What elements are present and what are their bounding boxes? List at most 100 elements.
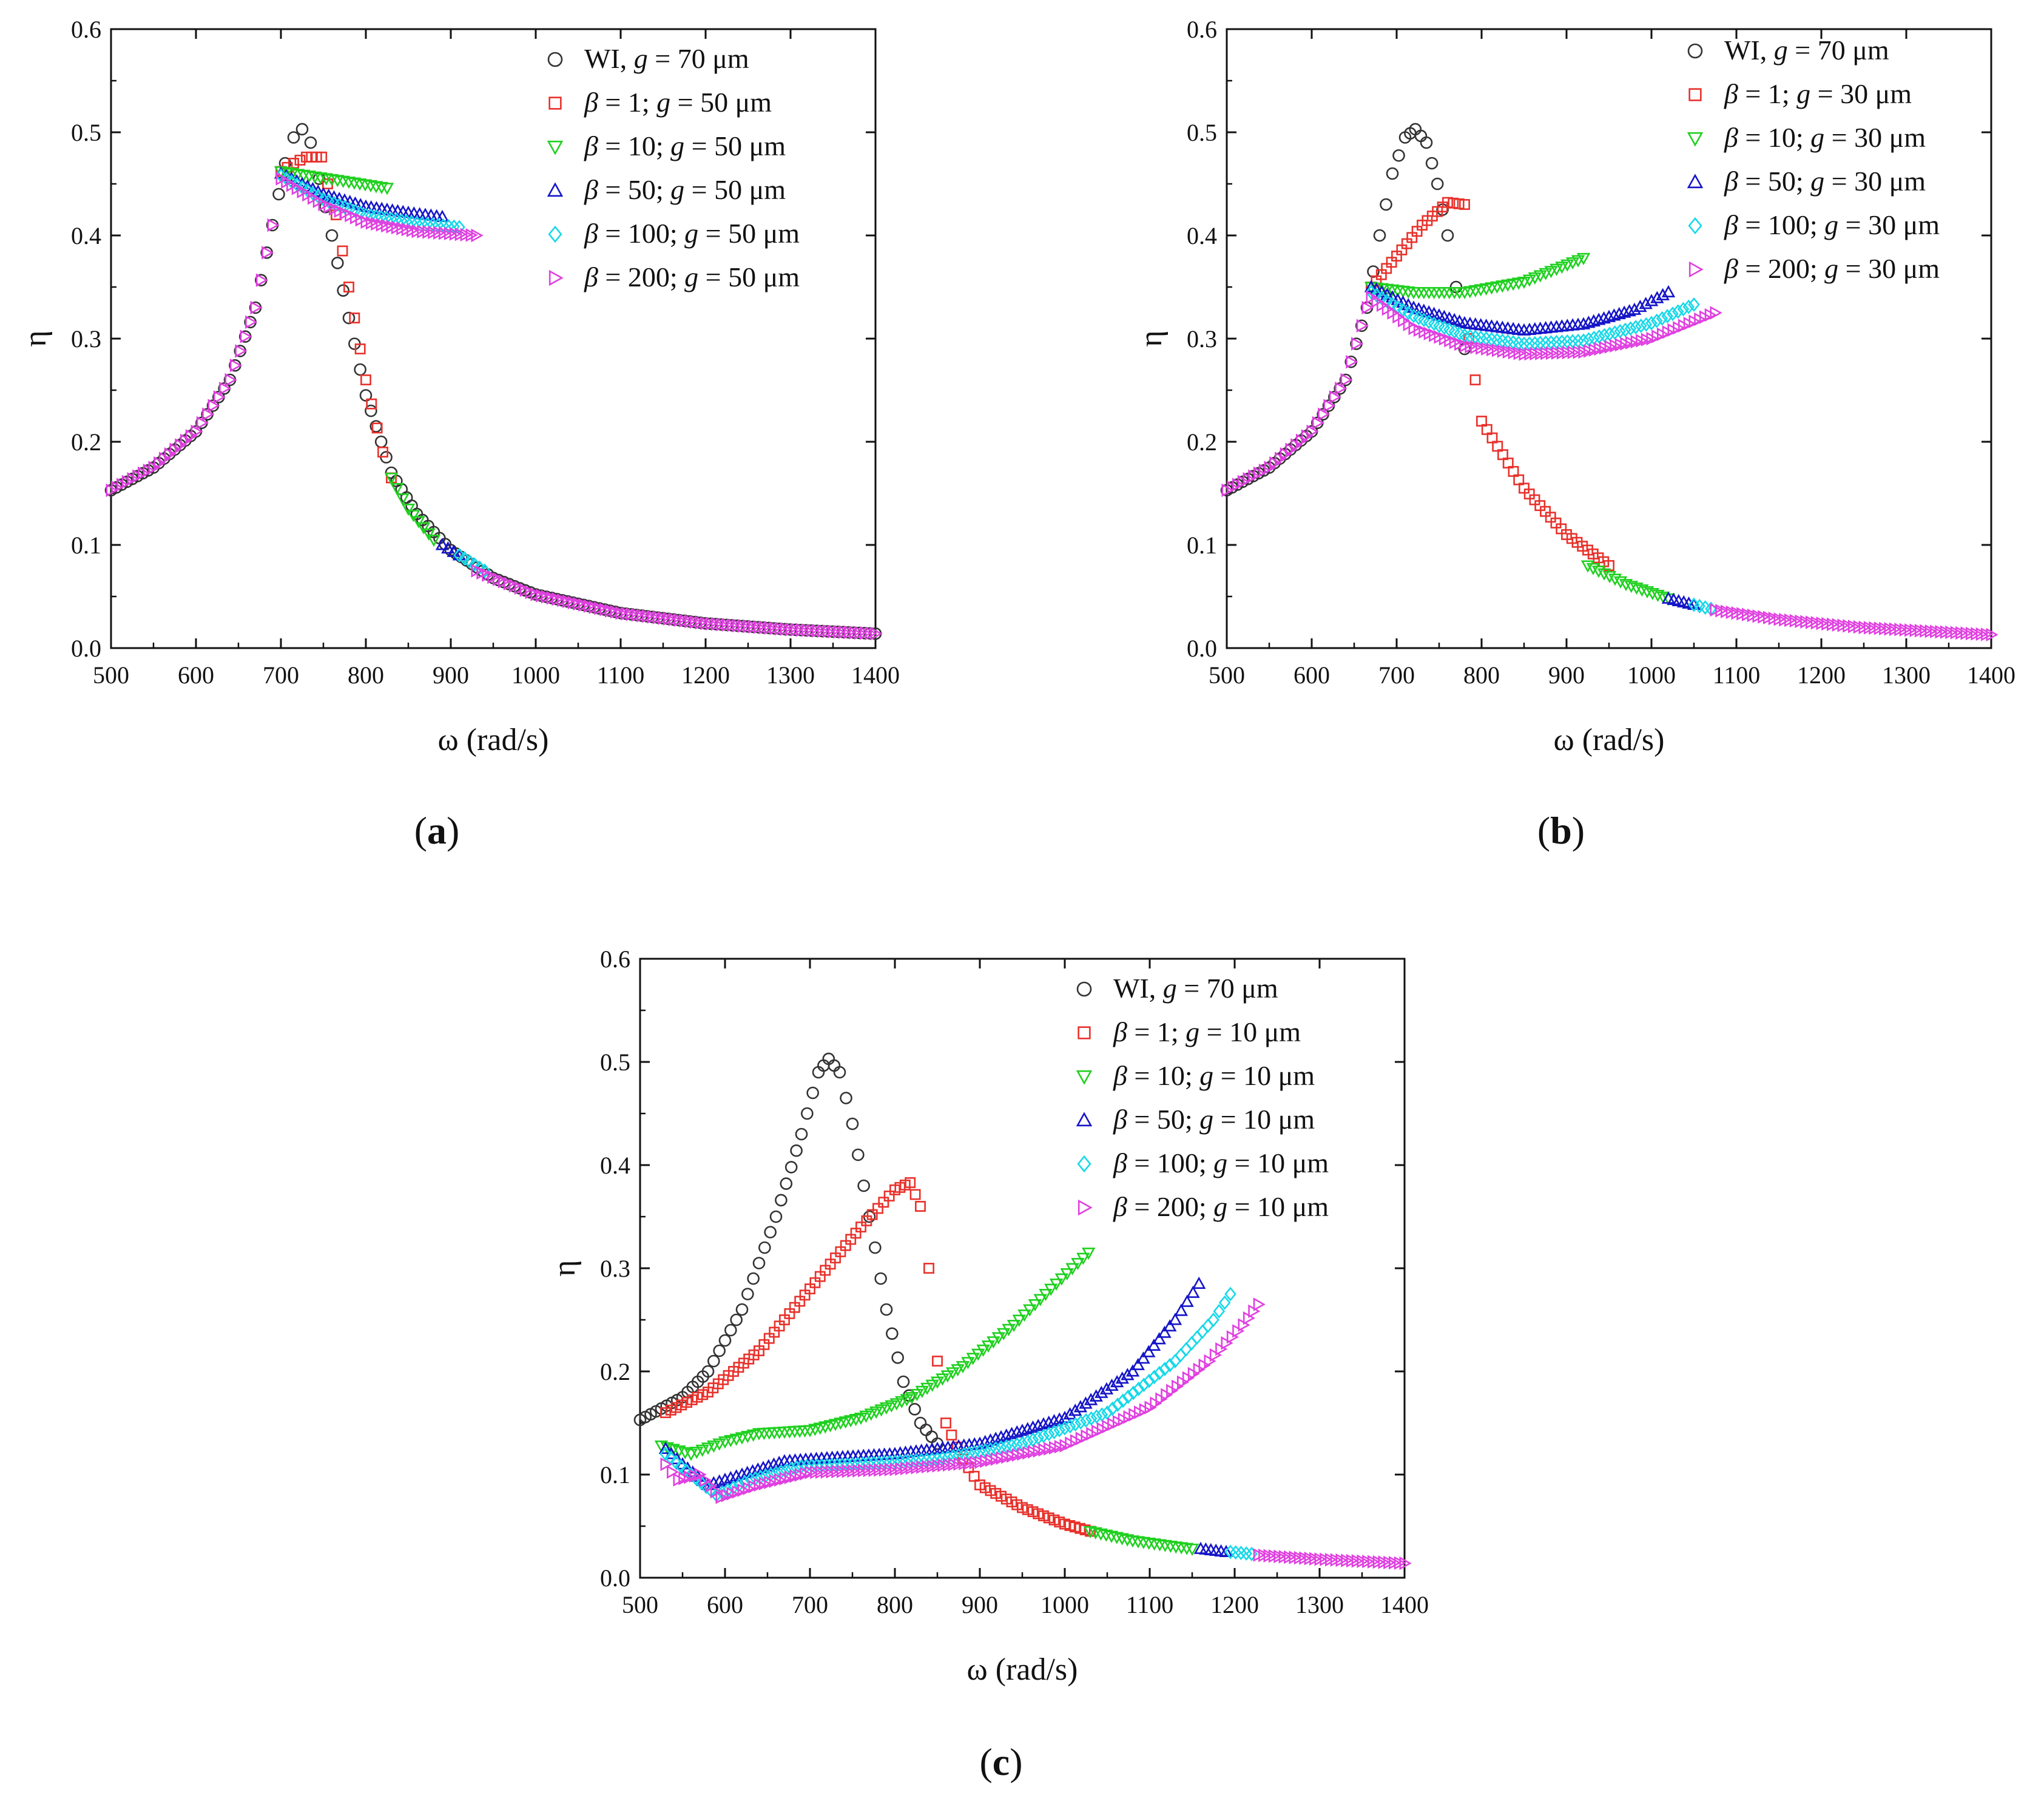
data-point [862,1456,875,1471]
data-point [1555,262,1569,274]
series-6 [1221,290,1998,642]
data-point [371,422,383,434]
data-point [987,1336,1000,1349]
data-point [1613,576,1628,589]
data-point [342,311,356,325]
data-point [905,1177,916,1188]
data-point [1420,136,1433,149]
y-axis-label: η [547,1260,582,1276]
x-tick-label: 1300 [1295,1591,1344,1618]
data-point [401,503,416,516]
legend-label: β = 100; g = 30 μm [1724,209,1940,240]
data-point [951,1364,965,1377]
x-tick-label: 1000 [1627,661,1676,689]
y-tick-label: 0.3 [71,325,101,353]
data-point [255,273,269,287]
data-point [295,123,309,136]
legend-label: β = 1; g = 50 μm [584,87,772,118]
data-point [851,1456,864,1472]
x-tick-label: 1300 [766,661,815,689]
data-point [1533,270,1547,283]
data-point [458,551,471,566]
legend-marker [1078,1026,1091,1039]
data-point [942,1450,954,1465]
data-point [1441,229,1454,242]
y-tick-label: 0.5 [1187,119,1217,146]
x-tick-label: 500 [1209,661,1245,689]
axis-ticks [1226,28,1992,649]
data-point [1125,1364,1140,1377]
data-point [930,1376,945,1389]
series-2 [660,1177,1096,1537]
legend-item: WI, g = 70 μm [1687,35,1889,66]
data-point [660,1457,673,1472]
data-point [1624,581,1638,593]
data-point [306,186,319,201]
data-point [1688,297,1700,312]
data-point [380,183,394,195]
legend-marker [1077,1155,1091,1173]
data-point [670,1455,682,1470]
data-point [966,1353,980,1365]
data-point [1037,1428,1050,1444]
y-tick-label: 0.5 [71,119,101,146]
data-point [1122,1389,1135,1404]
x-tick-label: 1200 [1797,661,1846,689]
data-point [1068,1404,1082,1416]
data-point [1587,314,1601,326]
legend-label: β = 100; g = 10 μm [1113,1147,1329,1178]
data-point [1011,1437,1024,1452]
data-point [240,330,252,343]
data-point [744,1472,757,1487]
data-point [852,1148,865,1161]
data-point [1645,587,1659,601]
data-point [1402,305,1415,320]
data-point [1630,320,1642,335]
data-point [1084,1393,1098,1405]
legend: WI, g = 70 μm β = 1; g = 50 μm β = 10; g =… [547,43,800,292]
data-point [915,1201,926,1212]
x-axis-label: ω (rad/s) [438,723,549,757]
data-point [724,1435,738,1448]
x-tick-label: 900 [433,661,469,689]
data-point [729,1433,743,1446]
data-point [427,534,441,547]
data-point [984,1442,997,1457]
x-tick-label: 900 [962,1591,998,1618]
data-point [366,398,377,410]
x-tick-label: 700 [792,1591,828,1618]
data-point [1459,199,1470,210]
legend-item: β = 200; g = 30 μm [1688,253,1940,284]
data-point [343,282,354,292]
data-point [473,560,486,575]
data-point [288,158,299,169]
y-tick-label: 0.1 [1187,532,1217,559]
data-point [1031,1419,1045,1431]
data-point [1180,1294,1194,1307]
data-point [1619,322,1631,337]
data-point [1117,1393,1129,1408]
data-point [468,557,481,572]
data-point [894,1454,906,1469]
y-tick-label: 0.2 [71,428,101,456]
data-point [1597,568,1611,581]
x-tick-label: 1000 [511,661,560,689]
data-point [741,1288,754,1300]
data-point [795,1127,808,1141]
data-point [1016,1436,1028,1451]
legend-label: β = 50; g = 10 μm [1113,1104,1315,1135]
data-point [846,1117,859,1131]
data-point [1612,306,1627,320]
data-point [1218,1295,1231,1310]
x-tick-label: 900 [1548,661,1585,689]
data-point [1640,317,1653,332]
data-point [1023,1304,1037,1317]
chart-panel-b: 500 600 700 800 900 1000 1100 1200 1300 1400 0.00… [1134,16,2015,757]
data-point [464,554,476,569]
data-point [1442,197,1453,208]
data-point [235,344,248,358]
y-tick-label: 0.4 [71,222,101,249]
data-point [857,1179,870,1192]
y-tick-label: 0.0 [71,635,101,662]
data-point [1059,1421,1071,1436]
